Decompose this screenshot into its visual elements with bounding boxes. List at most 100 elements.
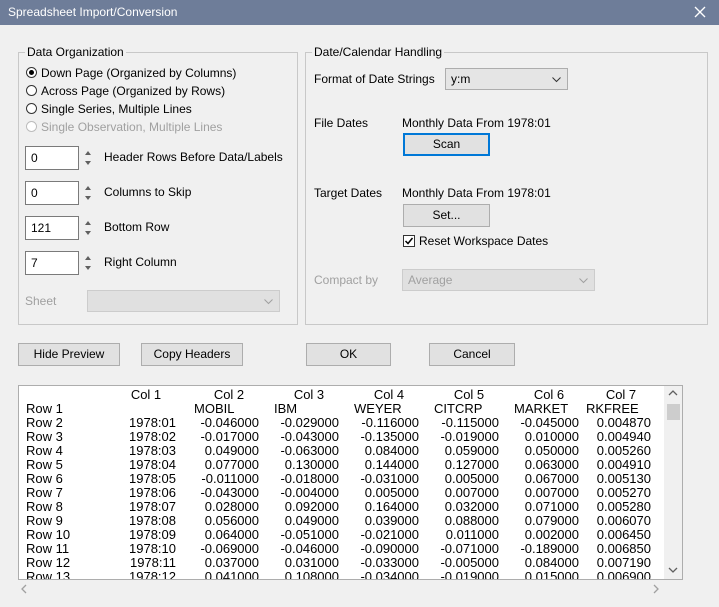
- number-input[interactable]: 0: [25, 146, 79, 170]
- cell-value: -0.017000: [200, 429, 259, 444]
- row-label: Row 5: [26, 457, 63, 472]
- dropdown-arrow: [579, 278, 588, 284]
- column-header: Col 1: [130, 387, 162, 402]
- field-label: Header Rows Before Data/Labels: [104, 150, 283, 164]
- cell-value: 1978:05: [129, 471, 176, 486]
- cell-value: -0.046000: [280, 541, 339, 556]
- cell-value: -0.004000: [280, 485, 339, 500]
- column-header: Col 4: [373, 387, 405, 402]
- cell-value: 0.005130: [596, 471, 651, 486]
- compact-dropdown[interactable]: Average: [402, 269, 595, 291]
- row-label: Row 6: [26, 471, 63, 486]
- target-dates-value: Monthly Data From 1978:01: [402, 186, 551, 200]
- spinner[interactable]: [82, 182, 94, 207]
- cell-value: 0.056000: [204, 513, 259, 528]
- button[interactable]: Copy Headers: [141, 343, 243, 366]
- spinner[interactable]: [82, 252, 94, 277]
- cell-value: 1978:01: [129, 415, 176, 430]
- cell-value: 0.011000: [445, 527, 499, 542]
- button[interactable]: OK: [306, 343, 391, 366]
- cell-value: 0.064000: [204, 527, 259, 542]
- number-input[interactable]: 121: [25, 216, 79, 240]
- number-input[interactable]: 7: [25, 251, 79, 275]
- horizontal-scrollbar[interactable]: [18, 580, 683, 597]
- spinner[interactable]: [82, 217, 94, 242]
- cell-value: 0.007190: [596, 555, 651, 570]
- radio-label: Across Page (Organized by Rows): [41, 84, 226, 98]
- set-button[interactable]: Set...: [403, 204, 490, 227]
- file-dates-label: File Dates: [314, 116, 369, 130]
- date-group: Date/Calendar Handling Format of Date St…: [305, 45, 708, 325]
- cell-value: -0.043000: [280, 429, 339, 444]
- scan-button[interactable]: Scan: [403, 133, 490, 156]
- cell-value: 0.077000: [204, 457, 259, 472]
- cell-value: 0.050000: [524, 443, 579, 458]
- radio-button[interactable]: [26, 103, 37, 114]
- cell-value: -0.033000: [360, 555, 419, 570]
- radio-label: Single Series, Multiple Lines: [41, 102, 192, 116]
- spinner[interactable]: [82, 147, 94, 172]
- reset-label: Reset Workspace Dates: [419, 234, 549, 248]
- series-name: MARKET: [514, 401, 569, 416]
- format-label: Format of Date Strings: [314, 72, 435, 86]
- cell-value: 0.004870: [596, 415, 651, 430]
- cell-value: 1978:10: [129, 541, 176, 556]
- cell-value: -0.019000: [440, 569, 499, 580]
- cell-value: 0.059000: [444, 443, 499, 458]
- data-organization-group: Data Organization Down Page (Organized b…: [18, 45, 298, 325]
- cell-value: 0.127000: [444, 457, 499, 472]
- cell-value: -0.034000: [360, 569, 419, 580]
- cell-value: 0.005260: [596, 443, 651, 458]
- cell-value: 0.108000: [284, 569, 339, 580]
- row-label: Row 11: [26, 541, 70, 556]
- cell-value: -0.115000: [441, 415, 499, 430]
- cell-value: 1978:12: [129, 569, 176, 580]
- cell-value: 0.049000: [204, 443, 259, 458]
- cell-value: -0.031000: [360, 471, 419, 486]
- cell-value: 0.032000: [444, 499, 499, 514]
- cell-value: 0.004940: [596, 429, 651, 444]
- button[interactable]: Cancel: [429, 343, 515, 366]
- cell-value: 0.079000: [524, 513, 579, 528]
- format-value: y:m: [451, 72, 471, 86]
- radio-button[interactable]: [26, 67, 37, 78]
- cell-value: 1978:04: [129, 457, 176, 472]
- cell-value: -0.045000: [520, 415, 579, 430]
- dropdown-arrow: [552, 77, 561, 83]
- cell-value: -0.071000: [440, 541, 499, 556]
- cell-value: 0.006850: [596, 541, 651, 556]
- vertical-scrollbar[interactable]: [664, 386, 682, 579]
- cell-value: -0.090000: [360, 541, 419, 556]
- cell-value: 0.006450: [596, 527, 651, 542]
- cell-value: -0.051000: [280, 527, 339, 542]
- format-dropdown[interactable]: y:m: [445, 68, 568, 90]
- close-button[interactable]: [693, 5, 707, 19]
- sheet-label: Sheet: [25, 294, 57, 308]
- cell-value: 0.037000: [204, 555, 259, 570]
- cell-value: 0.071000: [524, 499, 579, 514]
- cell-value: 0.006070: [596, 513, 651, 528]
- sheet-dropdown[interactable]: [87, 290, 280, 312]
- cell-value: 0.063000: [524, 457, 579, 472]
- series-name: IBM: [274, 401, 298, 416]
- row-label: Row 10: [26, 527, 71, 542]
- cell-value: 0.130000: [284, 457, 339, 472]
- number-input[interactable]: 0: [25, 181, 79, 205]
- cell-value: -0.046000: [200, 415, 259, 430]
- cell-value: -0.069000: [200, 541, 259, 556]
- cell-value: 1978:08: [129, 513, 176, 528]
- cell-value: 0.049000: [284, 513, 339, 528]
- compact-value: Average: [408, 273, 453, 287]
- radio-button[interactable]: [26, 85, 37, 96]
- reset-checkbox[interactable]: [403, 235, 415, 247]
- radio-button[interactable]: [26, 121, 37, 132]
- cell-value: -0.021000: [360, 527, 419, 542]
- group-label: Data Organization: [25, 45, 126, 59]
- cell-value: 0.164000: [364, 499, 419, 514]
- button[interactable]: Hide Preview: [18, 343, 120, 366]
- row-label: Row 3: [26, 429, 63, 444]
- cell-value: 0.028000: [204, 499, 259, 514]
- cell-value: -0.135000: [360, 429, 419, 444]
- cell-value: -0.019000: [440, 429, 499, 444]
